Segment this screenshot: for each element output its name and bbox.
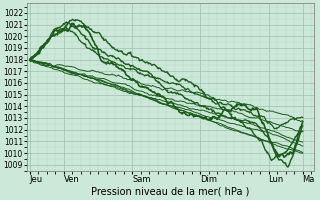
X-axis label: Pression niveau de la mer( hPa ): Pression niveau de la mer( hPa ) (91, 187, 250, 197)
